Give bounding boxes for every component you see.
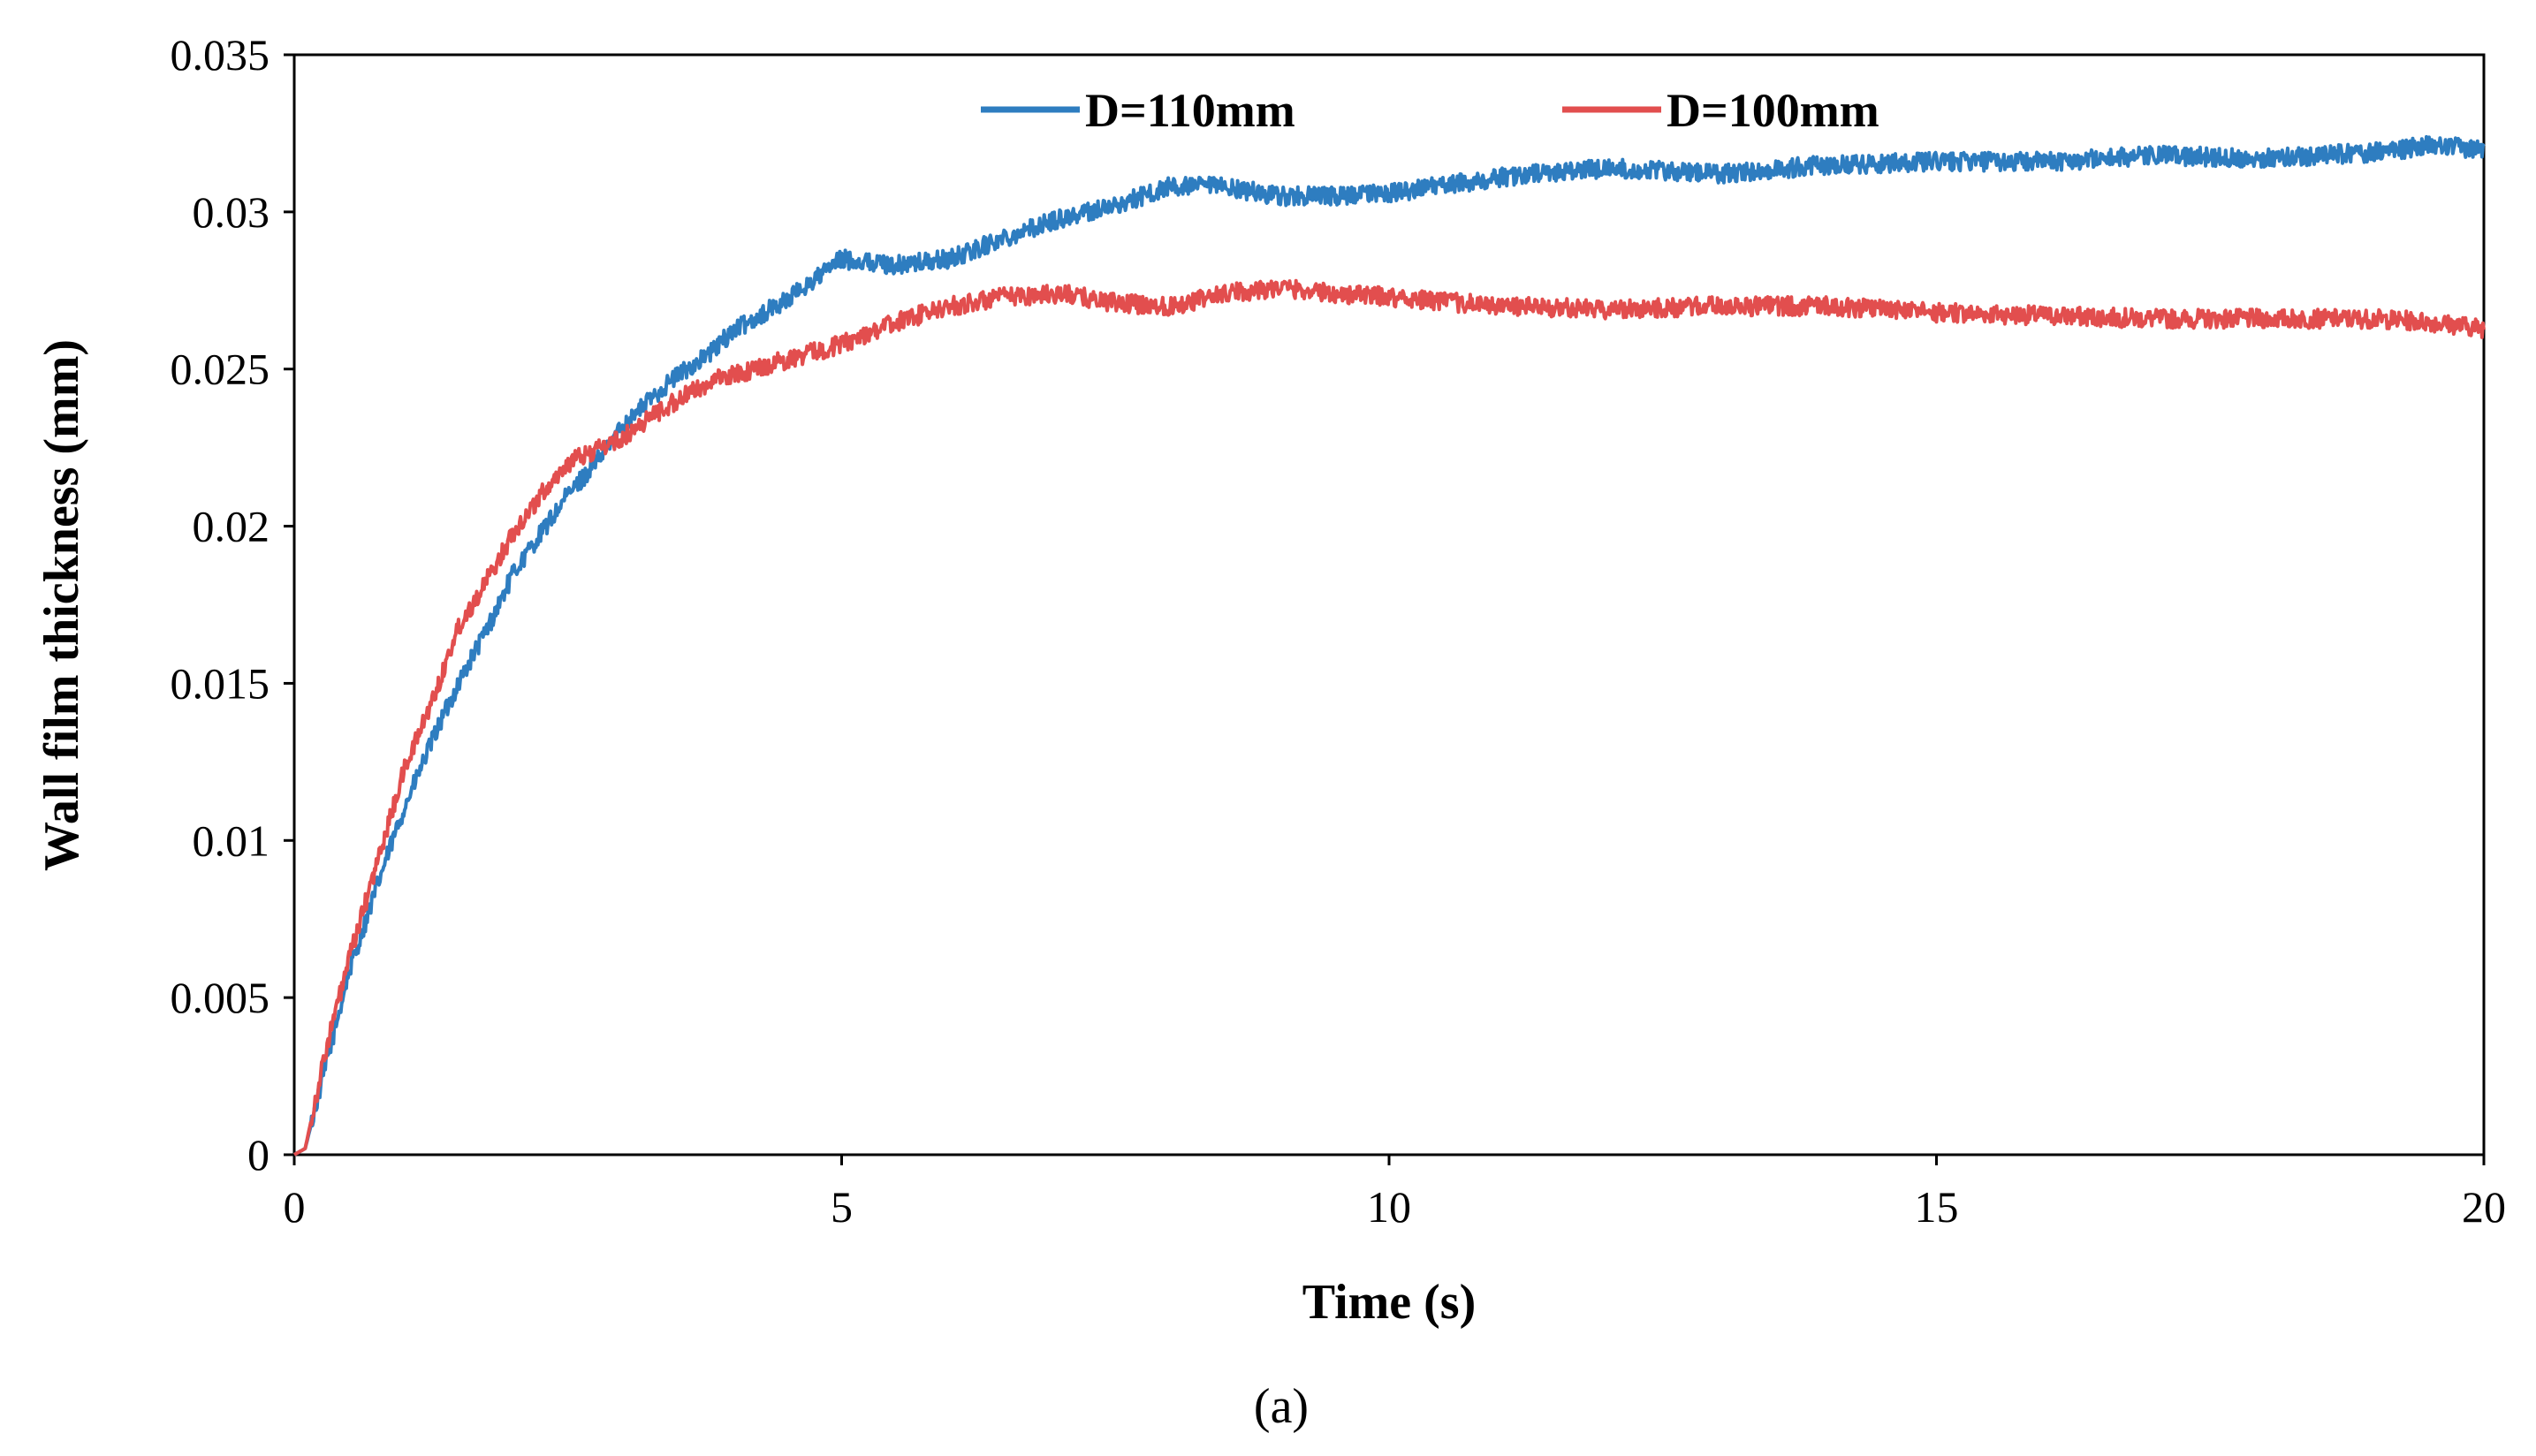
series-line-d-100mm	[292, 278, 2486, 1156]
y-tick-label: 0.015	[171, 658, 270, 708]
legend: D=110mm D=100mm	[981, 84, 1879, 137]
y-tick-label: 0.02	[193, 502, 270, 551]
y-tick-label: 0	[247, 1130, 270, 1179]
x-tick-label: 10	[1367, 1182, 1411, 1232]
x-tick-label: 15	[1915, 1182, 1959, 1232]
x-tick-label: 0	[284, 1182, 306, 1232]
y-axis-title: Wall film thickness (mm)	[34, 339, 89, 871]
y-tick-label: 0.03	[193, 187, 270, 237]
legend-label-d100: D=100mm	[1667, 84, 1879, 137]
x-axis-title: Time (s)	[1302, 1275, 1477, 1330]
y-tick-label: 0.005	[171, 973, 270, 1022]
plot-area	[292, 53, 2486, 1156]
figure-caption: (a)	[1254, 1379, 1309, 1434]
x-tick-label: 20	[2462, 1182, 2506, 1232]
series-line-d-110mm	[292, 134, 2486, 1156]
x-axis-ticks: 0 5 10 15 20	[284, 1155, 2506, 1232]
x-tick-label: 5	[831, 1182, 853, 1232]
legend-label-d110: D=110mm	[1085, 84, 1295, 137]
y-tick-label: 0.01	[193, 815, 270, 865]
series-lines	[292, 134, 2486, 1156]
y-tick-label: 0.035	[171, 30, 270, 80]
y-axis-ticks: 0 0.005 0.01 0.015 0.02 0.025 0.03 0.035	[171, 30, 294, 1179]
y-tick-label: 0.025	[171, 345, 270, 394]
